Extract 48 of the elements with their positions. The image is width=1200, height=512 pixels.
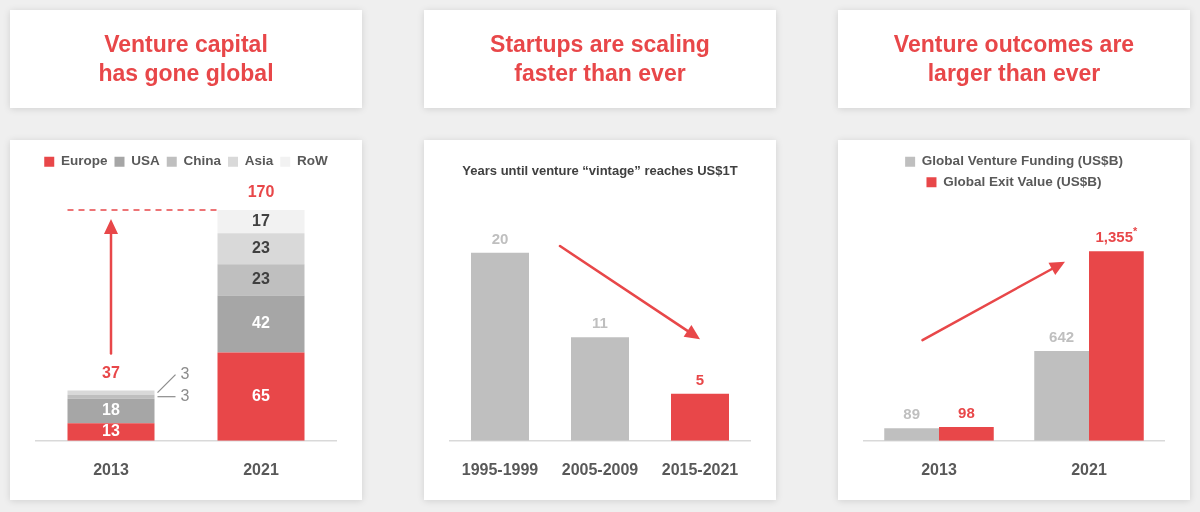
bar — [67, 390, 155, 395]
chart-title: Venture outcomes are larger than ever — [893, 30, 1135, 88]
data-label: 23 — [252, 239, 270, 257]
bar — [217, 352, 305, 441]
bar — [67, 398, 155, 424]
legend-label: RoW — [297, 153, 329, 169]
x-tick-label: 2015-2021 — [661, 460, 739, 478]
bar — [217, 295, 305, 353]
bar — [217, 233, 305, 265]
bar — [884, 428, 939, 441]
bar — [939, 427, 994, 441]
bar — [1089, 251, 1144, 441]
bar — [67, 394, 155, 399]
data-label: 1,355* — [1095, 224, 1138, 246]
data-label: 5 — [695, 370, 705, 388]
legend-label: Europe — [60, 153, 108, 169]
legend-label: Global Venture Funding (US$B) — [921, 153, 1123, 169]
data-label: 65 — [252, 387, 270, 405]
legend-label: Global Exit Value (US$B) — [943, 173, 1102, 189]
data-label: 642 — [1049, 328, 1075, 346]
x-tick-label: 2013 — [93, 460, 129, 478]
data-label: 13 — [102, 422, 120, 440]
legend-label: Asia — [244, 153, 274, 169]
data-label: 11 — [592, 314, 608, 332]
bar — [1034, 351, 1089, 441]
data-label: 20 — [491, 229, 509, 247]
data-label: 3 — [180, 365, 190, 383]
data-label: 89 — [903, 405, 920, 423]
data-label: 98 — [958, 404, 975, 422]
x-tick-label: 1995-1999 — [461, 460, 539, 478]
data-label: 17 — [252, 212, 270, 230]
bar — [217, 264, 305, 296]
data-label: 18 — [102, 401, 120, 419]
x-tick-label: 2021 — [243, 460, 279, 478]
data-label: 23 — [252, 270, 270, 288]
chart-title: Venture capital has gone global — [98, 30, 274, 88]
legend-label: USA — [131, 153, 160, 169]
chart-subtitle: Years until venture “vintage” reaches US$1T — [462, 163, 738, 179]
total-label: 37 — [102, 363, 120, 381]
data-label: 42 — [252, 314, 270, 332]
chart-title: Startups are scaling faster than ever — [490, 30, 710, 88]
bar — [217, 210, 305, 234]
total-label: 170 — [247, 183, 275, 201]
data-label: 3 — [180, 387, 190, 405]
x-tick-label: 2005-2009 — [561, 460, 639, 478]
x-tick-label: 2021 — [1071, 460, 1107, 478]
x-tick-label: 2013 — [921, 460, 957, 478]
legend-label: China — [183, 153, 222, 169]
